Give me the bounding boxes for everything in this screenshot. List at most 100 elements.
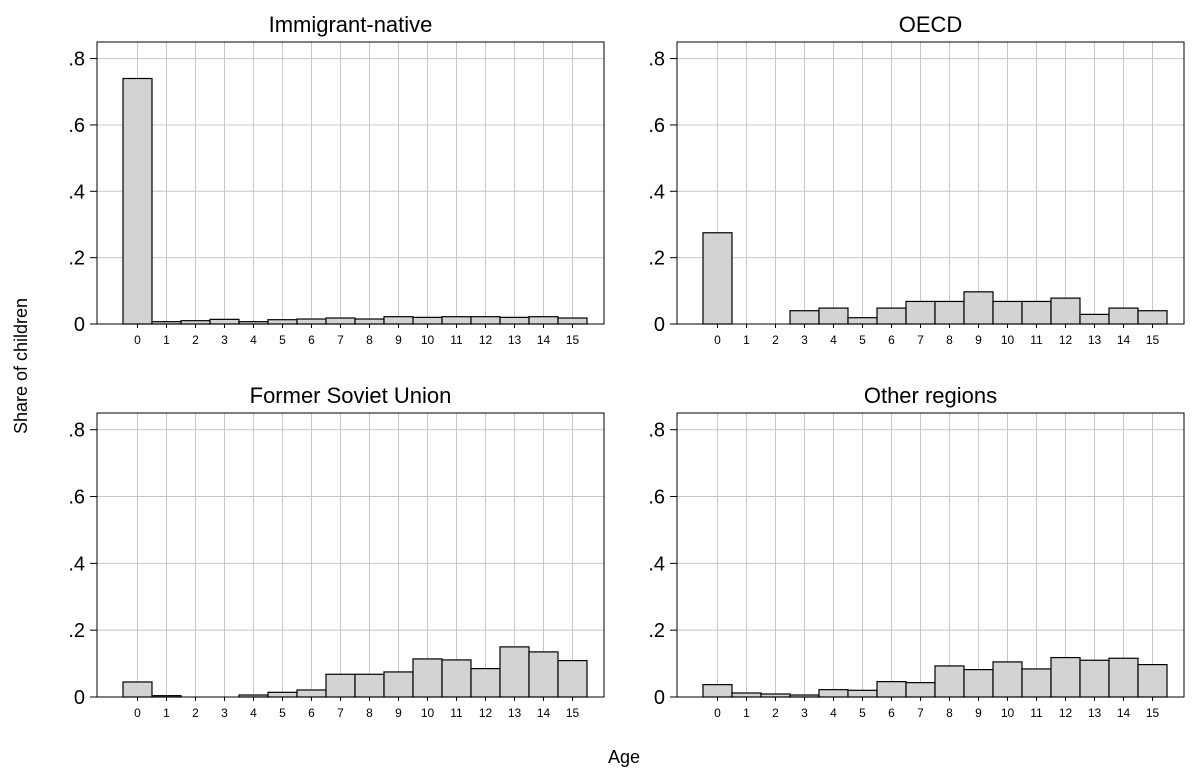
x-tick-label: 3 bbox=[801, 333, 808, 347]
bar-age-3 bbox=[789, 310, 820, 325]
x-tick-label: 4 bbox=[250, 333, 257, 347]
panel-title: Immigrant-native bbox=[269, 12, 433, 37]
y-tick-label: .6 bbox=[648, 115, 665, 137]
y-tick-label: .6 bbox=[68, 115, 85, 137]
bar-age-10 bbox=[412, 658, 443, 698]
bar-age-11 bbox=[441, 659, 472, 698]
x-tick-label: 9 bbox=[395, 333, 402, 347]
bar-age-9 bbox=[383, 316, 414, 325]
x-tick-label: 12 bbox=[1059, 333, 1073, 347]
plot-frame bbox=[676, 41, 1185, 325]
y-tick-label: .4 bbox=[648, 181, 665, 203]
x-tick-label: 14 bbox=[537, 706, 551, 720]
x-tick-label: 10 bbox=[1001, 706, 1015, 720]
bar-age-13 bbox=[1079, 659, 1110, 698]
plot-frame bbox=[96, 41, 605, 325]
bar-age-12 bbox=[1050, 656, 1081, 698]
x-tick-label: 8 bbox=[946, 706, 953, 720]
x-tick-label: 2 bbox=[192, 333, 199, 347]
y-tick-label: .6 bbox=[648, 487, 665, 509]
x-tick-label: 3 bbox=[221, 333, 228, 347]
bar-age-10 bbox=[992, 300, 1023, 325]
bar-age-1 bbox=[731, 692, 762, 698]
y-tick-label: .8 bbox=[68, 49, 85, 71]
y-tick-label: .6 bbox=[68, 487, 85, 509]
bar-age-11 bbox=[1021, 300, 1052, 325]
y-tick-label: .4 bbox=[648, 553, 665, 575]
bar-age-0 bbox=[702, 232, 733, 325]
x-tick-label: 6 bbox=[308, 706, 315, 720]
x-tick-label: 5 bbox=[859, 333, 866, 347]
y-tick-label: .8 bbox=[648, 420, 665, 442]
y-tick-label: .8 bbox=[648, 49, 665, 71]
x-tick-label: 15 bbox=[1146, 706, 1160, 720]
bar-age-8 bbox=[354, 673, 385, 698]
x-tick-label: 0 bbox=[714, 706, 721, 720]
x-axis-label: Age bbox=[608, 747, 640, 767]
bar-age-8 bbox=[934, 300, 965, 325]
x-tick-label: 0 bbox=[714, 333, 721, 347]
x-tick-label: 10 bbox=[421, 333, 435, 347]
bar-age-9 bbox=[963, 669, 994, 698]
bar-age-11 bbox=[441, 316, 472, 325]
x-tick-label: 6 bbox=[308, 333, 315, 347]
x-tick-label: 3 bbox=[801, 706, 808, 720]
y-tick-label: .2 bbox=[648, 248, 665, 270]
bar-age-15 bbox=[557, 659, 588, 698]
x-tick-label: 4 bbox=[830, 706, 837, 720]
x-tick-label: 11 bbox=[1030, 333, 1043, 347]
x-tick-label: 0 bbox=[134, 706, 141, 720]
bar-age-15 bbox=[1137, 663, 1168, 698]
y-tick-label: 0 bbox=[654, 687, 665, 709]
x-tick-label: 11 bbox=[450, 333, 463, 347]
x-tick-label: 15 bbox=[1146, 333, 1160, 347]
bar-age-15 bbox=[1137, 310, 1168, 325]
bar-age-6 bbox=[876, 681, 907, 698]
x-tick-label: 6 bbox=[888, 706, 895, 720]
x-tick-label: 12 bbox=[479, 706, 493, 720]
bar-age-1 bbox=[151, 695, 182, 698]
bar-age-4 bbox=[238, 321, 269, 325]
y-tick-label: .2 bbox=[68, 620, 85, 642]
y-tick-label: .4 bbox=[68, 553, 85, 575]
bar-age-14 bbox=[528, 316, 559, 325]
bar-age-6 bbox=[876, 307, 907, 325]
bar-age-6 bbox=[296, 689, 327, 698]
bar-age-7 bbox=[905, 300, 936, 325]
bar-age-13 bbox=[499, 646, 530, 698]
bar-age-12 bbox=[470, 316, 501, 325]
x-tick-label: 7 bbox=[917, 333, 924, 347]
x-tick-label: 14 bbox=[1117, 706, 1131, 720]
bar-age-9 bbox=[383, 671, 414, 698]
x-tick-label: 1 bbox=[743, 706, 750, 720]
x-tick-label: 4 bbox=[250, 706, 257, 720]
x-tick-label: 0 bbox=[134, 333, 141, 347]
bar-age-0 bbox=[122, 681, 153, 698]
bar-age-10 bbox=[992, 661, 1023, 698]
bar-age-3 bbox=[209, 318, 240, 325]
panel-title: Former Soviet Union bbox=[250, 383, 452, 408]
x-tick-label: 5 bbox=[279, 706, 286, 720]
bar-age-7 bbox=[325, 673, 356, 698]
bar-age-12 bbox=[1050, 297, 1081, 325]
y-tick-label: 0 bbox=[654, 314, 665, 336]
x-tick-label: 5 bbox=[279, 333, 286, 347]
bar-age-13 bbox=[1079, 313, 1110, 325]
bar-age-6 bbox=[296, 318, 327, 325]
x-tick-label: 12 bbox=[1059, 706, 1073, 720]
x-tick-label: 11 bbox=[450, 706, 463, 720]
x-tick-label: 3 bbox=[221, 706, 228, 720]
y-tick-label: .2 bbox=[648, 620, 665, 642]
x-tick-label: 11 bbox=[1030, 706, 1043, 720]
bar-age-14 bbox=[528, 651, 559, 698]
bar-age-5 bbox=[847, 317, 878, 325]
bar-age-14 bbox=[1108, 657, 1139, 698]
x-tick-label: 13 bbox=[1088, 706, 1102, 720]
x-tick-label: 8 bbox=[946, 333, 953, 347]
x-tick-label: 7 bbox=[917, 706, 924, 720]
bar-age-0 bbox=[122, 77, 153, 325]
x-tick-label: 12 bbox=[479, 333, 493, 347]
